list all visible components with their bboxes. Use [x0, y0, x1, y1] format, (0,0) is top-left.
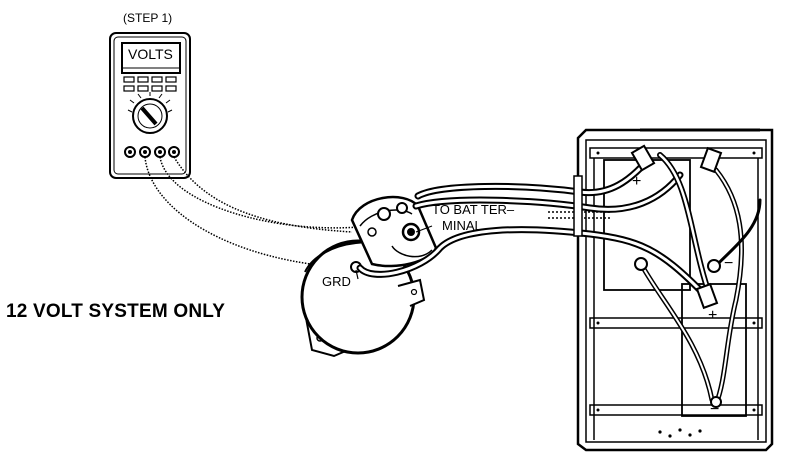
minus-symbol-top: −	[724, 255, 733, 272]
test-leads	[144, 156, 371, 269]
grd-leader	[355, 269, 359, 280]
meter-display-text: VOLTS	[128, 46, 173, 62]
starter-motor	[300, 195, 438, 358]
system-note: 12 VOLT SYSTEM ONLY	[6, 301, 226, 322]
label-leader	[415, 225, 433, 233]
battery-cables	[356, 152, 762, 407]
battery-terminal-label-line1: TO BAT TER–	[432, 202, 515, 217]
battery-terminal-label-line2: MINAL	[442, 218, 482, 233]
minus-symbol-bottom: −	[710, 401, 719, 418]
plus-symbol-top: +	[632, 173, 641, 190]
cable-grommet	[548, 175, 612, 237]
battery-cell-lower	[681, 283, 747, 417]
step-label: (STEP 1)	[123, 11, 173, 25]
terminal-clamps	[630, 144, 723, 408]
ground-label: GRD	[322, 274, 351, 289]
meter-buttons	[123, 76, 177, 92]
plus-symbol-bottom: +	[708, 307, 717, 324]
multimeter	[109, 32, 191, 179]
